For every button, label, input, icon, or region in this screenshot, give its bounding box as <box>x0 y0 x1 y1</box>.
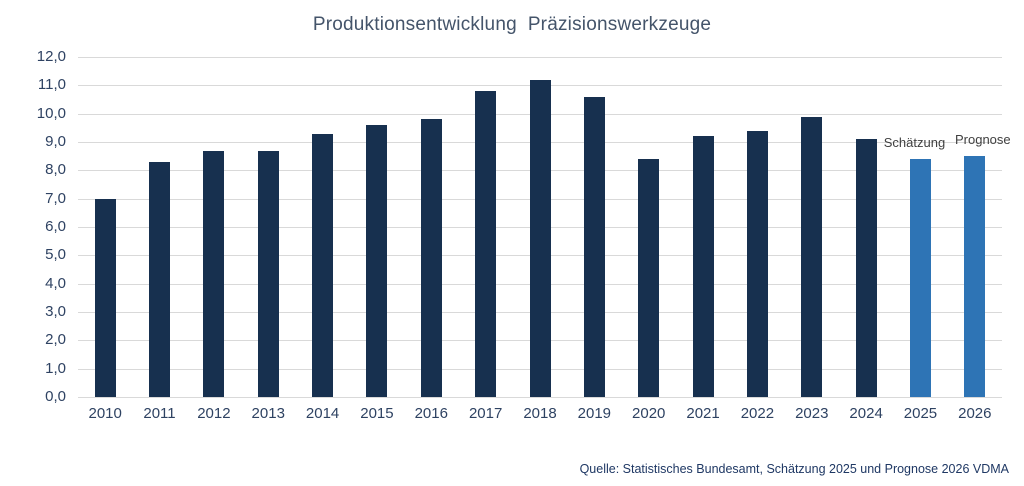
x-tick-label-2022: 2022 <box>740 405 775 422</box>
bar-2016 <box>420 119 442 397</box>
bar-2022 <box>746 130 768 397</box>
x-tick-label-2025: 2025 <box>903 405 938 422</box>
bar-2014 <box>312 133 334 397</box>
y-tick-label: 2,0 <box>45 331 66 349</box>
x-tick-label-2013: 2013 <box>251 405 285 422</box>
x-tick-label-2019: 2019 <box>577 405 612 422</box>
y-tick-label: 1,0 <box>45 359 66 377</box>
y-tick-label: 0,0 <box>45 388 66 405</box>
chart-title: Produktionsentwicklung Präzisionswerkzeu… <box>312 14 712 35</box>
bar-2021 <box>692 136 714 397</box>
source-note: Quelle: Statistisches Bundesamt, Schätzu… <box>579 462 1009 476</box>
y-tick-label: 7,0 <box>45 189 66 207</box>
plot-area <box>78 57 1002 398</box>
y-tick-label: 5,0 <box>45 246 66 264</box>
bar-2010 <box>94 198 116 397</box>
bar-2026 <box>964 156 986 397</box>
x-tick-label-2026: 2026 <box>958 405 992 422</box>
bar-2025 <box>909 159 931 397</box>
y-tick-label: 11,0 <box>37 76 66 94</box>
bar-2020 <box>638 159 660 397</box>
bar-2017 <box>475 91 497 397</box>
bar-2012 <box>203 150 225 397</box>
x-tick-label-2016: 2016 <box>414 405 448 422</box>
x-tick-label-2012: 2012 <box>197 405 231 422</box>
bar-2019 <box>583 96 605 397</box>
bar-2018 <box>529 79 551 397</box>
y-tick-label: 8,0 <box>45 161 66 179</box>
y-tick-label: 4,0 <box>45 274 66 292</box>
x-tick-label-2014: 2014 <box>305 405 340 422</box>
y-tick-label: 10,0 <box>36 104 66 122</box>
x-tick-label-2015: 2015 <box>360 405 394 422</box>
annotation-2026: Prognose <box>954 132 1011 148</box>
x-tick-label-2011: 2011 <box>143 405 176 422</box>
bar-2015 <box>366 125 388 397</box>
x-tick-label-2018: 2018 <box>523 405 557 422</box>
x-tick-label-2024: 2024 <box>849 405 883 422</box>
gridline <box>78 397 1002 398</box>
bar-2013 <box>257 150 279 397</box>
gridline <box>78 57 1002 58</box>
annotation-2025: Schätzung <box>883 135 946 150</box>
x-tick-label-2010: 2010 <box>88 405 122 422</box>
x-tick-label-2020: 2020 <box>632 405 666 422</box>
bar-2023 <box>801 116 823 397</box>
y-tick-label: 6,0 <box>45 218 66 235</box>
y-tick-label: 12,0 <box>36 48 66 65</box>
y-tick-label: 9,0 <box>45 133 66 150</box>
bar-2024 <box>855 139 877 397</box>
bar-2011 <box>149 161 171 397</box>
y-tick-label: 3,0 <box>45 303 66 320</box>
x-tick-label-2017: 2017 <box>468 405 503 422</box>
x-tick-label-2023: 2023 <box>795 405 829 422</box>
x-tick-label-2021: 2021 <box>686 405 720 422</box>
